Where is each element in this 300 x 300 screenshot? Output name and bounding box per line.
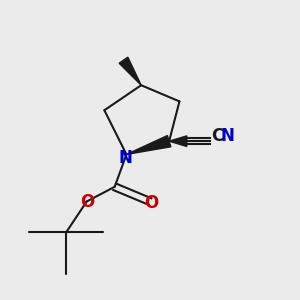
Polygon shape [119, 57, 141, 85]
Text: N: N [118, 149, 132, 167]
Polygon shape [126, 136, 171, 154]
Polygon shape [169, 136, 187, 146]
Text: N: N [220, 127, 234, 145]
Text: C: C [211, 127, 223, 145]
Text: O: O [80, 193, 94, 211]
Text: O: O [144, 194, 159, 212]
